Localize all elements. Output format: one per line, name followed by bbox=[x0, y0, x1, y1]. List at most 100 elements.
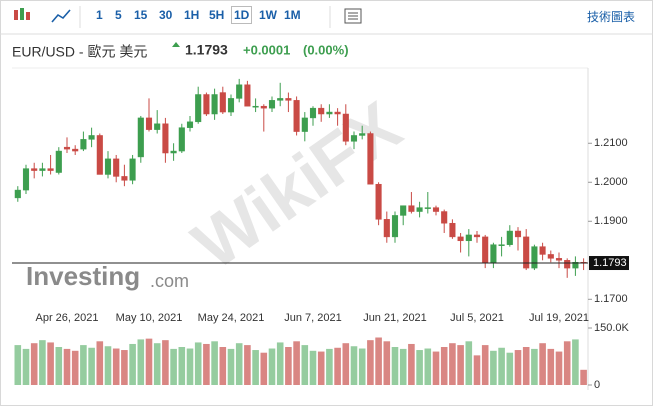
candle-body bbox=[424, 207, 431, 209]
candle-body bbox=[514, 230, 522, 238]
symbol: EUR/USD - 歐元 美元 bbox=[12, 44, 147, 60]
candle-body bbox=[498, 244, 505, 246]
volume-bar bbox=[506, 352, 514, 385]
candle-icon[interactable] bbox=[14, 8, 30, 20]
candle-body bbox=[72, 148, 79, 152]
volume-bar bbox=[498, 347, 505, 385]
volume-bar bbox=[145, 338, 153, 385]
interval-button[interactable]: 30 bbox=[159, 8, 173, 22]
y-tick-label: 1.2000 bbox=[594, 176, 628, 188]
volume-bar bbox=[522, 347, 530, 385]
candle-body bbox=[285, 98, 292, 101]
candle-body bbox=[244, 84, 251, 107]
volume-bar bbox=[432, 351, 440, 385]
volume-bar bbox=[252, 350, 259, 385]
volume-bar bbox=[334, 347, 341, 385]
volume-bar bbox=[112, 348, 120, 385]
chart-link[interactable]: 技術圖表 bbox=[586, 10, 635, 24]
volume-bar bbox=[219, 347, 227, 385]
candle-body bbox=[227, 98, 235, 113]
y-tick-label: 1.1900 bbox=[594, 215, 628, 227]
volume-bar bbox=[268, 348, 276, 385]
logo-suffix: .com bbox=[150, 271, 189, 291]
volume-bar bbox=[391, 347, 399, 385]
candle-body bbox=[539, 246, 546, 255]
volume-bar bbox=[276, 342, 284, 385]
volume-bar bbox=[367, 340, 374, 385]
change-percent: (0.00%) bbox=[303, 42, 349, 57]
candle-body bbox=[490, 244, 497, 263]
volume-bar bbox=[153, 343, 161, 385]
volume-bar bbox=[408, 343, 415, 385]
volume-bar bbox=[39, 340, 46, 385]
x-tick-label: May 24, 2021 bbox=[198, 312, 265, 324]
volume-bar bbox=[162, 340, 169, 385]
interval-button[interactable]: 1W bbox=[259, 8, 277, 22]
last-price-tag bbox=[589, 256, 629, 271]
volume-bar bbox=[326, 348, 333, 385]
candle-body bbox=[432, 207, 440, 212]
candle-body bbox=[47, 168, 54, 171]
volume-bar bbox=[285, 347, 292, 385]
candle-body bbox=[195, 94, 202, 123]
candle-body bbox=[301, 117, 308, 132]
candle-body bbox=[547, 254, 554, 259]
line-icon[interactable] bbox=[51, 9, 71, 23]
volume-bar bbox=[211, 341, 218, 385]
candle-body bbox=[129, 158, 136, 181]
volume-bar bbox=[531, 348, 538, 385]
candle-body bbox=[523, 236, 530, 269]
volume-bar bbox=[203, 343, 210, 385]
x-tick-label: Jul 5, 2021 bbox=[450, 312, 504, 324]
volume-bar bbox=[555, 351, 563, 385]
volume-bar bbox=[473, 355, 481, 385]
volume-bar bbox=[449, 343, 456, 385]
volume-bar bbox=[227, 348, 235, 385]
price: 1.1793 bbox=[185, 42, 228, 58]
interval-button[interactable]: 5H bbox=[209, 8, 225, 22]
interval-button[interactable]: 15 bbox=[134, 8, 148, 22]
volume-bar bbox=[416, 350, 423, 385]
candle-body bbox=[506, 230, 513, 245]
candle-body bbox=[252, 105, 259, 108]
volume-bar bbox=[580, 369, 587, 385]
candle-body bbox=[55, 150, 62, 173]
candle-body bbox=[186, 121, 194, 128]
candle-body bbox=[121, 176, 128, 181]
volume-bar bbox=[96, 341, 104, 385]
candle-body bbox=[383, 219, 390, 238]
candle-body bbox=[326, 111, 333, 115]
volume-bar bbox=[47, 342, 54, 385]
candle-body bbox=[473, 234, 481, 238]
y-tick-label: 1.1700 bbox=[594, 293, 628, 305]
interval-button[interactable]: 1 bbox=[96, 8, 103, 22]
y-tick-label: 1.2100 bbox=[594, 137, 628, 149]
candle-body bbox=[334, 111, 341, 115]
logo: Investing bbox=[26, 261, 140, 291]
candle-body bbox=[350, 135, 358, 142]
volume-bar bbox=[350, 346, 358, 385]
candle-body bbox=[137, 117, 144, 158]
volume-bar bbox=[186, 348, 194, 385]
interval-button[interactable]: 1D bbox=[231, 6, 253, 24]
volume-bar bbox=[121, 350, 128, 385]
candle-body bbox=[342, 113, 349, 142]
candle-body bbox=[154, 123, 161, 130]
interval-button[interactable]: 1M bbox=[284, 8, 301, 22]
interval-button[interactable]: 5 bbox=[115, 8, 122, 22]
candle-body bbox=[268, 100, 276, 109]
volume-bar bbox=[342, 343, 350, 385]
candle-body bbox=[96, 135, 103, 175]
volume-bar bbox=[490, 350, 497, 385]
interval-button[interactable]: 1H bbox=[184, 8, 200, 22]
volume-bar bbox=[457, 345, 464, 385]
last-price-label: 1.1793 bbox=[593, 257, 627, 269]
settings-icon[interactable] bbox=[344, 8, 362, 24]
candle-body bbox=[367, 133, 374, 185]
candle-body bbox=[359, 133, 366, 136]
x-tick-label: Jun 7, 2021 bbox=[284, 312, 342, 324]
volume-bar bbox=[30, 343, 38, 385]
volume-bar bbox=[572, 339, 579, 385]
